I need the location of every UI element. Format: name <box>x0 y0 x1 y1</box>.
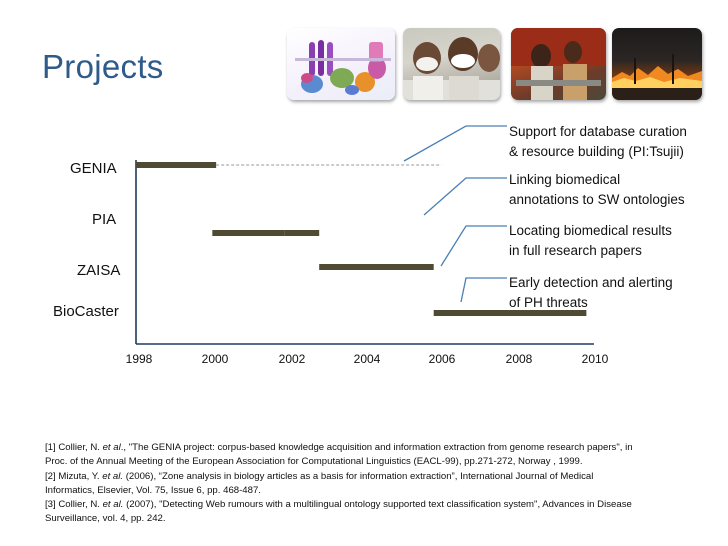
callout-pia: Linking biomedical annotations to SW ont… <box>509 170 724 210</box>
timeline-bar-genia <box>136 162 217 168</box>
reference-2-line2: Informatics, Elsevier, Vol. 75, Issue 6,… <box>45 484 261 496</box>
callout-leader-2 <box>423 177 507 216</box>
callout-genia: Support for database curation & resource… <box>509 122 724 162</box>
callout-pia-line2: annotations to SW ontologies <box>509 192 685 207</box>
year-tick-2000: 2000 <box>201 352 229 366</box>
wildfire-at-night <box>612 54 702 100</box>
reference-1-etal: et al <box>102 442 121 453</box>
reference-3-authors: [3] Collier, N. <box>45 499 100 511</box>
callout-pia-line1: Linking biomedical <box>509 172 621 187</box>
protein-structure-photo <box>287 28 395 100</box>
reference-3-line1: [3] Collier, N. et al. (2007), "Detectin… <box>45 498 695 512</box>
year-tick-2004: 2004 <box>353 352 381 366</box>
callout-leader-3 <box>440 225 507 267</box>
people-masks-photo <box>403 28 500 100</box>
reference-1-title: ., "The GENIA project: corpus-based know… <box>120 442 633 453</box>
callout-leader-lines <box>403 125 507 303</box>
year-tick-2008: 2008 <box>505 352 533 366</box>
timeline-bar-pia <box>284 230 320 236</box>
year-tick-1998: 1998 <box>125 352 153 366</box>
callout-genia-line1: Support for database curation <box>509 124 687 139</box>
timeline-bar-pia-early <box>212 230 285 236</box>
protein-structure-illustration <box>295 40 391 95</box>
reference-1-line2: Proc. of the Annual Meeting of the Europ… <box>45 456 583 468</box>
reference-2-authors: [2] Mizuta, Y. <box>45 470 100 482</box>
reference-3-etal: et al. <box>102 499 124 511</box>
references-section: [1] Collier, N. et al., "The GENIA proje… <box>45 441 695 527</box>
project-label-genia: GENIA <box>70 160 117 177</box>
reference-2-line1: [2] Mizuta, Y. et al. (2006), “Zone anal… <box>45 470 695 484</box>
timeline-bar-biocaster <box>433 310 587 316</box>
reference-1-line1: [1] Collier, N. et al., "The GENIA proje… <box>45 441 695 455</box>
wildfire-photo <box>612 28 702 100</box>
callout-zaisa-line2: in full research papers <box>509 243 642 258</box>
callout-biocaster-line1: Early detection and alerting <box>509 275 673 290</box>
callout-biocaster-line2: of PH threats <box>509 295 588 310</box>
callout-biocaster: Early detection and alerting of PH threa… <box>509 273 724 313</box>
project-label-zaisa: ZAISA <box>77 262 121 279</box>
reference-1-authors: [1] Collier, N. <box>45 442 100 453</box>
reference-2-etal: et al. <box>102 470 124 482</box>
callout-leader-1 <box>403 125 507 162</box>
year-tick-2006: 2006 <box>428 352 456 366</box>
reference-3-title: (2007), "Detecting Web rumours with a mu… <box>126 499 632 511</box>
hospital-stretcher-scene <box>511 28 606 100</box>
callout-zaisa: Locating biomedical results in full rese… <box>509 221 724 261</box>
callout-leader-4 <box>460 277 507 303</box>
callout-zaisa-line1: Locating biomedical results <box>509 223 672 238</box>
project-label-biocaster: BioCaster <box>53 303 119 320</box>
project-label-pia: PIA <box>92 211 117 228</box>
hospital-photo <box>511 28 606 100</box>
year-tick-2010: 2010 <box>581 352 609 366</box>
callout-genia-line2: & resource building (PI:Tsujii) <box>509 144 684 159</box>
slide-title: Projects <box>42 48 164 85</box>
reference-3-line2: Surveillance, vol. 4, pp. 242. <box>45 513 166 525</box>
reference-2-title: (2006), “Zone analysis in biology articl… <box>125 470 594 482</box>
timeline-bar-zaisa <box>319 264 434 270</box>
year-tick-2002: 2002 <box>278 352 306 366</box>
people-wearing-masks <box>403 37 500 100</box>
